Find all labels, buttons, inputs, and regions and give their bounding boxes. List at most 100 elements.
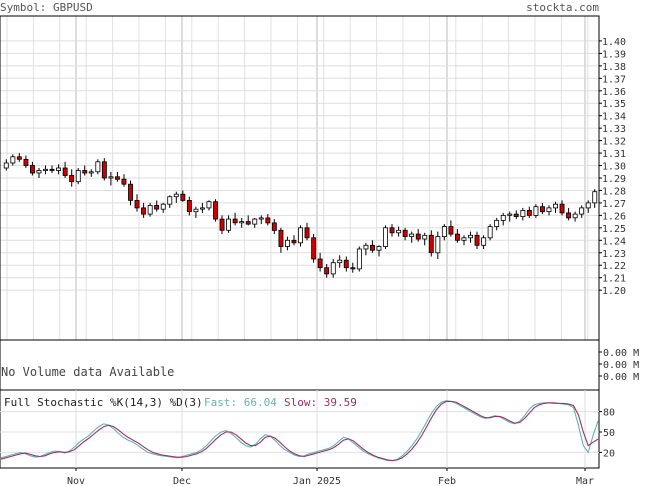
price-tick-label: 1.23 bbox=[602, 249, 626, 260]
candle bbox=[448, 220, 454, 237]
candle bbox=[311, 234, 317, 263]
candle-body-up bbox=[461, 237, 467, 241]
candle bbox=[239, 217, 245, 228]
candle bbox=[121, 174, 127, 187]
candle bbox=[75, 168, 81, 185]
candle bbox=[245, 215, 251, 226]
candle bbox=[317, 252, 323, 272]
candle bbox=[219, 215, 225, 235]
candle bbox=[193, 206, 199, 218]
candle-body-down bbox=[566, 212, 571, 219]
candle-body-up bbox=[356, 248, 362, 270]
fast-label: Fast: 66.04 bbox=[204, 396, 277, 409]
candle-body-up bbox=[75, 170, 81, 183]
candle bbox=[213, 199, 218, 222]
candle-body-down bbox=[454, 233, 460, 241]
candle bbox=[128, 180, 133, 206]
candle-body-up bbox=[533, 206, 539, 216]
candle-body-down bbox=[62, 167, 68, 176]
candle bbox=[389, 224, 395, 237]
candle-body-down bbox=[23, 158, 29, 166]
candle-body-down bbox=[540, 206, 545, 213]
candle bbox=[350, 262, 356, 273]
candle-body-up bbox=[494, 219, 500, 227]
candle bbox=[173, 191, 179, 203]
candle bbox=[3, 159, 9, 171]
candle-body-up bbox=[199, 207, 205, 210]
candle-body-up bbox=[95, 161, 101, 173]
candle-body-down bbox=[121, 178, 127, 185]
candle-body-up bbox=[193, 208, 199, 213]
symbol-label: Symbol: GBPUSD bbox=[0, 1, 93, 14]
candle bbox=[271, 219, 277, 235]
candle-body-up bbox=[396, 229, 402, 234]
candle bbox=[592, 189, 598, 208]
candle bbox=[284, 236, 290, 251]
candle-body-down bbox=[389, 227, 395, 234]
candle-body-up bbox=[252, 218, 258, 225]
stochastic-axis: 80 50 20 bbox=[599, 408, 615, 459]
candle-body-up bbox=[481, 237, 487, 246]
candle-body-up bbox=[330, 262, 336, 275]
candle bbox=[579, 205, 585, 218]
volume-tick-label: 0.00 M bbox=[603, 348, 639, 359]
candle bbox=[487, 224, 493, 241]
fast-line bbox=[0, 400, 599, 462]
candle bbox=[160, 202, 166, 213]
candle-body-up bbox=[88, 171, 94, 174]
price-tick-label: 1.34 bbox=[602, 112, 626, 123]
candle-body-up bbox=[298, 227, 303, 244]
x-tick-label: Feb bbox=[438, 476, 456, 486]
price-tick-label: 1.20 bbox=[602, 286, 626, 297]
candle-body-down bbox=[180, 193, 186, 201]
price-tick-label: 1.36 bbox=[602, 87, 626, 98]
candle bbox=[147, 202, 153, 217]
candle-body-down bbox=[369, 244, 375, 251]
candle-body-down bbox=[134, 199, 140, 209]
candle-body-up bbox=[173, 193, 179, 198]
candle bbox=[402, 227, 408, 241]
candle bbox=[546, 205, 552, 216]
price-tick-label: 1.30 bbox=[602, 162, 626, 173]
candle bbox=[585, 200, 591, 213]
candle-body-down bbox=[82, 170, 88, 174]
candle bbox=[369, 240, 375, 253]
candle bbox=[49, 165, 55, 173]
candle bbox=[481, 235, 487, 249]
candle-body-down bbox=[324, 267, 330, 275]
candle bbox=[343, 256, 349, 272]
price-tick-label: 1.22 bbox=[602, 261, 626, 272]
candle-body-down bbox=[526, 209, 532, 216]
price-tick-label: 1.31 bbox=[602, 149, 626, 160]
candle-body-up bbox=[487, 226, 493, 239]
candle-body-down bbox=[278, 229, 284, 247]
candle-body-down bbox=[265, 217, 271, 224]
candle bbox=[337, 255, 343, 268]
price-tick-label: 1.28 bbox=[602, 186, 626, 197]
candle-body-down bbox=[29, 165, 35, 174]
candle-body-up bbox=[147, 204, 153, 215]
price-tick-label: 1.21 bbox=[602, 274, 626, 285]
candle bbox=[376, 245, 382, 257]
price-tick-label: 1.35 bbox=[602, 99, 626, 110]
candle-body-up bbox=[337, 259, 343, 264]
candle bbox=[154, 200, 160, 212]
candle bbox=[134, 194, 140, 212]
candle bbox=[186, 196, 192, 216]
candle bbox=[101, 158, 107, 181]
x-tick-label: Mar bbox=[576, 476, 594, 486]
candle-body-down bbox=[428, 234, 434, 254]
candle bbox=[291, 235, 297, 246]
candle-body-down bbox=[128, 183, 133, 201]
candle-body-down bbox=[291, 239, 297, 244]
candle bbox=[62, 161, 68, 178]
candle bbox=[500, 212, 506, 226]
candle-body-up bbox=[226, 218, 231, 231]
candle-body-up bbox=[383, 227, 388, 247]
candle-body-down bbox=[101, 161, 107, 179]
candle bbox=[226, 215, 231, 233]
candle-body-up bbox=[585, 202, 591, 209]
site-label: stockta.com bbox=[526, 1, 599, 14]
candle bbox=[356, 246, 362, 272]
